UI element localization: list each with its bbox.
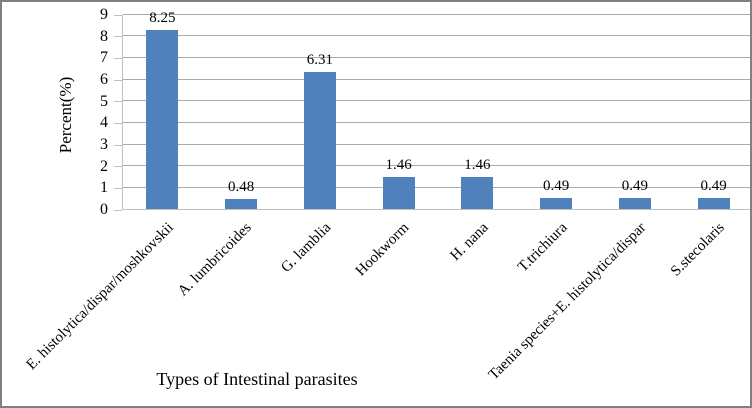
y-tick-mark	[114, 101, 122, 103]
gridline	[123, 56, 750, 58]
y-tick-label: 6	[100, 71, 108, 88]
bar	[303, 72, 336, 209]
y-tick-label: 8	[100, 27, 108, 45]
y-tick-mark	[114, 14, 122, 16]
y-tick-mark	[114, 79, 122, 81]
x-category-label: S.stecolaris	[667, 219, 728, 280]
y-tick-mark	[114, 187, 122, 189]
x-category-label: T.trichiura	[514, 219, 571, 276]
gridline	[123, 143, 750, 145]
bar-value-label: 0.48	[228, 178, 255, 195]
x-category-label: A. lumbricoides	[175, 219, 256, 300]
y-tick-label: 0	[100, 201, 108, 218]
x-axis-title: Types of Intestinal parasites	[156, 369, 358, 389]
gridline	[123, 165, 750, 167]
bar-value-label: 8.25	[149, 10, 176, 27]
y-tick-mark	[114, 166, 122, 168]
bar-value-label: 1.46	[385, 157, 412, 174]
bar-value-label: 0.49	[700, 178, 727, 195]
y-tick-mark	[114, 209, 122, 211]
bar	[146, 30, 179, 209]
gridline	[123, 78, 750, 80]
bar	[225, 198, 258, 209]
y-tick-label: 3	[100, 136, 108, 153]
bar-value-label: 1.46	[464, 157, 491, 174]
bar-value-label: 6.31	[306, 52, 333, 69]
bar	[618, 198, 651, 209]
y-tick-mark	[114, 144, 122, 146]
gridline	[123, 121, 750, 123]
x-category-label: H. nana	[447, 219, 492, 265]
bar-value-label: 0.49	[543, 178, 570, 195]
y-tick-label: 2	[100, 157, 108, 175]
gridline	[123, 35, 750, 37]
y-tick-label: 1	[100, 179, 108, 197]
plot-area: 8.25 0.48 6.31 1.46 1.46 0.49 0.49 0.49	[122, 10, 750, 210]
gridline	[123, 100, 750, 102]
bar	[540, 198, 573, 209]
gridline	[123, 13, 750, 15]
bar	[461, 177, 494, 209]
bar-value-label: 0.49	[621, 178, 648, 195]
x-category-label: Hookworm	[353, 219, 413, 280]
y-tick-mark	[114, 122, 122, 124]
y-tick-label: 9	[100, 6, 108, 23]
bar	[382, 177, 415, 209]
x-category-label: E. histolytica/dispar/moshkovskii	[23, 219, 177, 374]
gridline	[123, 186, 750, 188]
x-category-label: Taenia species+E. histolytica/dispar	[485, 219, 649, 384]
y-tick-label: 7	[100, 49, 108, 67]
x-category-label: G. lamblia	[277, 219, 334, 276]
y-tick-mark	[114, 57, 122, 59]
y-tick-mark	[114, 36, 122, 38]
y-tick-label: 4	[100, 114, 108, 132]
y-tick-label: 5	[100, 92, 108, 110]
bar	[697, 198, 730, 209]
